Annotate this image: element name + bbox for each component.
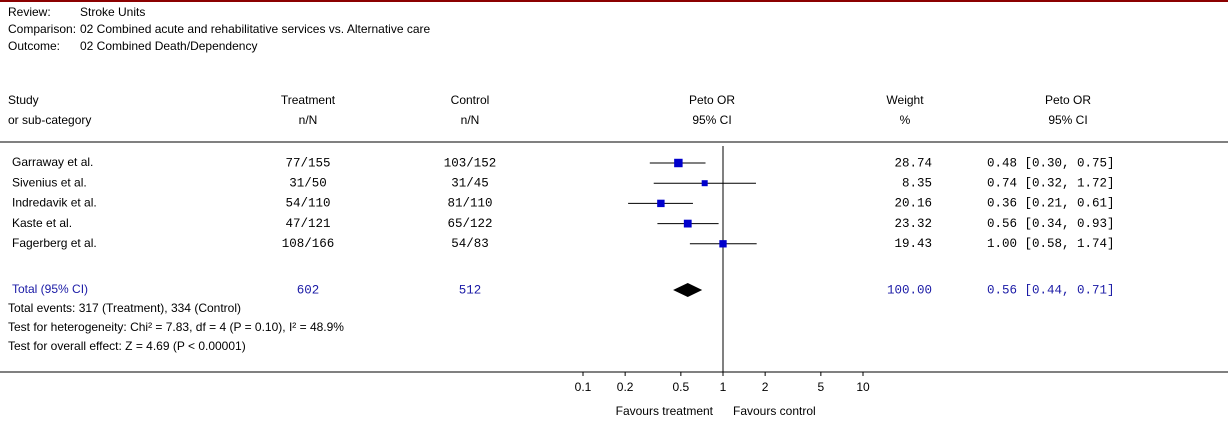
note: Total events: 317 (Treatment), 334 (Cont…	[8, 301, 241, 315]
column-header: Peto OR	[689, 93, 735, 107]
column-header: Weight	[886, 93, 924, 107]
x-tick-label: 2	[762, 380, 769, 394]
treatment: 602	[297, 283, 320, 297]
column-header: Control	[451, 93, 490, 107]
control: 31/45	[451, 176, 489, 190]
ci: 0.74 [0.32, 1.72]	[987, 176, 1115, 190]
weight: 100.00	[887, 283, 932, 297]
control: 103/152	[444, 156, 497, 170]
label: Comparison:	[8, 22, 76, 36]
x-tick-label: 0.5	[673, 380, 690, 394]
point-estimate	[701, 180, 708, 187]
treatment: 77/155	[285, 156, 330, 170]
ci: 0.36 [0.21, 0.61]	[987, 197, 1115, 211]
favours-right: Favours control	[733, 404, 816, 418]
treatment: 108/166	[282, 237, 335, 251]
favours-left: Favours treatment	[616, 404, 714, 418]
weight: 8.35	[902, 176, 932, 190]
weight: 19.43	[894, 237, 932, 251]
study-name: Total (95% CI)	[12, 282, 88, 296]
treatment: 47/121	[285, 217, 330, 231]
value: Stroke Units	[80, 5, 145, 19]
point-estimate	[657, 199, 665, 208]
column-header: n/N	[461, 113, 480, 127]
ci: 0.56 [0.44, 0.71]	[987, 283, 1115, 297]
point-estimate	[674, 158, 683, 168]
ci: 1.00 [0.58, 1.74]	[987, 237, 1115, 251]
x-tick-label: 5	[818, 380, 825, 394]
weight: 20.16	[894, 197, 932, 211]
study-name: Indredavik et al.	[12, 196, 97, 210]
study-name: Garraway et al.	[12, 155, 93, 169]
weight: 23.32	[894, 217, 932, 231]
column-header: Study	[8, 93, 39, 107]
column-header: Treatment	[281, 93, 336, 107]
label: Review:	[8, 5, 51, 19]
value: 02 Combined Death/Dependency	[80, 39, 257, 53]
column-header: 95% CI	[692, 113, 731, 127]
control: 81/110	[447, 197, 492, 211]
treatment: 54/110	[285, 197, 330, 211]
x-tick-label: 0.1	[575, 380, 592, 394]
label: Outcome:	[8, 39, 60, 53]
study-name: Fagerberg et al.	[12, 236, 97, 250]
x-tick-label: 0.2	[617, 380, 634, 394]
point-estimate	[719, 240, 727, 248]
value: 02 Combined acute and rehabilitative ser…	[80, 22, 431, 36]
diamond	[673, 283, 703, 297]
column-header: Peto OR	[1045, 93, 1091, 107]
control: 54/83	[451, 237, 489, 251]
control: 512	[459, 283, 482, 297]
column-header: %	[900, 113, 911, 127]
control: 65/122	[447, 217, 492, 231]
weight: 28.74	[894, 156, 932, 170]
column-header: or sub-category	[8, 113, 91, 127]
point-estimate	[683, 219, 692, 228]
note: Test for overall effect: Z = 4.69 (P < 0…	[8, 339, 246, 353]
x-tick-label: 10	[856, 380, 870, 394]
ci: 0.56 [0.34, 0.93]	[987, 217, 1115, 231]
x-tick-label: 1	[720, 380, 727, 394]
ci: 0.48 [0.30, 0.75]	[987, 156, 1115, 170]
study-name: Kaste et al.	[12, 216, 72, 230]
column-header: 95% CI	[1048, 113, 1087, 127]
treatment: 31/50	[289, 176, 327, 190]
note: Test for heterogeneity: Chi² = 7.83, df …	[8, 320, 344, 334]
column-header: n/N	[299, 113, 318, 127]
study-name: Sivenius et al.	[12, 175, 87, 189]
